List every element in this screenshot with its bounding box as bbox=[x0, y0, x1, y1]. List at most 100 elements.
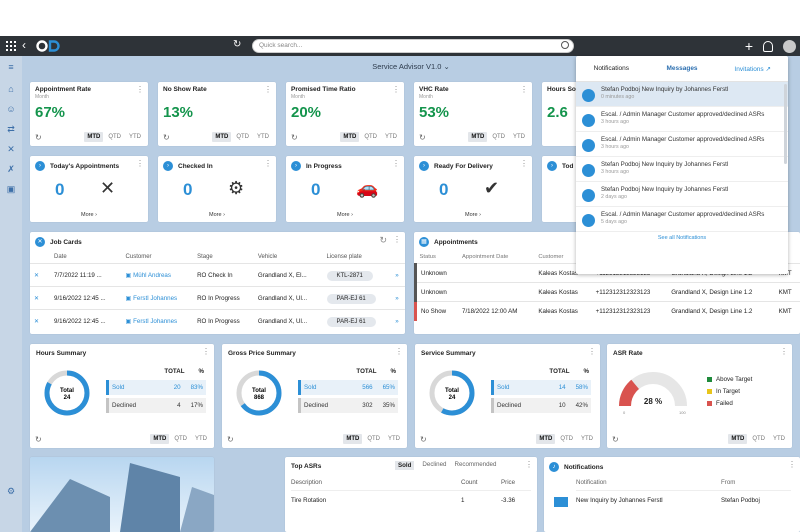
qtd-button[interactable]: QTD bbox=[236, 134, 249, 140]
see-all-notifications-link[interactable]: See all Notifications bbox=[657, 235, 707, 241]
col-header[interactable]: Date bbox=[54, 254, 67, 260]
table-row[interactable]: ✕ 7/7/2022 11:19 ... ▣ Mühl Andreas RO C… bbox=[30, 263, 405, 287]
refresh-icon[interactable]: ↻ bbox=[35, 435, 42, 444]
kebab-menu-icon[interactable]: ⋮ bbox=[264, 85, 272, 94]
kebab-menu-icon[interactable]: ⋮ bbox=[393, 235, 401, 244]
table-row[interactable]: ✕ 9/16/2022 12:45 ... ▣ Ferstl Johannes … bbox=[30, 309, 405, 333]
col-header[interactable]: Notification bbox=[576, 479, 607, 486]
transfer-icon[interactable]: ⇄ bbox=[7, 124, 15, 134]
bell-icon[interactable] bbox=[763, 40, 773, 52]
qtd-button[interactable]: QTD bbox=[174, 436, 187, 442]
ytd-button[interactable]: YTD bbox=[385, 134, 397, 140]
chevron-right-icon[interactable]: » bbox=[391, 263, 405, 287]
kebab-menu-icon[interactable]: ⋮ bbox=[395, 347, 403, 356]
tab-sold[interactable]: Sold bbox=[395, 461, 415, 470]
table-row[interactable]: New Inquiry by Johannes Ferstl Stefan Po… bbox=[554, 497, 791, 507]
sold-row[interactable]: Sold 14 58% bbox=[491, 380, 591, 395]
sold-row[interactable]: Sold 20 83% bbox=[106, 380, 206, 395]
col-header[interactable]: Vehicle bbox=[257, 254, 278, 260]
chevron-right-icon[interactable]: » bbox=[391, 309, 405, 333]
more-link[interactable]: More › bbox=[209, 212, 225, 218]
declined-row[interactable]: Declined 4 17% bbox=[106, 398, 206, 413]
customer-link[interactable]: ▣ Ferstl Johannes bbox=[121, 309, 194, 333]
kebab-menu-icon[interactable]: ⋮ bbox=[392, 159, 400, 168]
col-header[interactable]: Customer bbox=[125, 254, 152, 260]
customer-link[interactable]: ▣ Ferstl Johannes bbox=[121, 286, 194, 310]
refresh-icon[interactable]: ↻ bbox=[35, 133, 42, 142]
mtd-button[interactable]: MTD bbox=[468, 132, 488, 142]
notification-item[interactable]: Escal. / Admin Manager Customer approved… bbox=[576, 132, 788, 157]
status-card[interactable]: › In Progress ⋮ 0 🚗 More › bbox=[286, 156, 404, 222]
customer-link[interactable]: ▣ Mühl Andreas bbox=[121, 263, 194, 287]
mtd-button[interactable]: MTD bbox=[343, 434, 363, 444]
col-header[interactable]: Count bbox=[461, 479, 478, 486]
kebab-menu-icon[interactable]: ⋮ bbox=[392, 85, 400, 94]
table-row[interactable]: ✕ 9/16/2022 12:45 ... ▣ Ferstl Johannes … bbox=[30, 286, 405, 310]
view-selector[interactable]: Service Advisor V1.0 ⌄ bbox=[22, 56, 800, 78]
status-card[interactable]: › Ready For Delivery ⋮ 0 ✔ More › bbox=[414, 156, 532, 222]
status-card[interactable]: › Today's Appointments ⋮ 0 ✕ More › bbox=[30, 156, 148, 222]
col-header[interactable]: License plate bbox=[326, 254, 362, 260]
refresh-icon[interactable]: ↻ bbox=[420, 435, 427, 444]
add-icon[interactable]: + bbox=[744, 38, 753, 54]
col-header[interactable]: Customer bbox=[538, 254, 564, 260]
kebab-menu-icon[interactable]: ⋮ bbox=[588, 347, 596, 356]
ytd-button[interactable]: YTD bbox=[388, 436, 400, 442]
refresh-icon[interactable]: ↻ bbox=[291, 133, 298, 142]
tools-icon[interactable]: ✕ bbox=[7, 144, 15, 154]
ytd-button[interactable]: YTD bbox=[773, 436, 785, 442]
kebab-menu-icon[interactable]: ⋮ bbox=[525, 460, 533, 469]
table-row[interactable]: No Show 7/18/2022 12:00 AM Kaleas Kostas… bbox=[414, 301, 800, 321]
kebab-menu-icon[interactable]: ⋮ bbox=[520, 85, 528, 94]
ytd-button[interactable]: YTD bbox=[195, 436, 207, 442]
col-header[interactable]: Status bbox=[419, 254, 436, 260]
notification-item[interactable]: Escal. / Admin Manager Customer approved… bbox=[576, 107, 788, 132]
ytd-button[interactable]: YTD bbox=[581, 436, 593, 442]
declined-row[interactable]: Declined 302 35% bbox=[298, 398, 398, 413]
mtd-button[interactable]: MTD bbox=[84, 132, 104, 142]
apps-grid-icon[interactable] bbox=[6, 41, 16, 51]
car-icon[interactable]: ▣ bbox=[6, 184, 16, 194]
mtd-button[interactable]: MTD bbox=[340, 132, 360, 142]
notification-item[interactable]: Stefan Podboj New Inquiry by Johannes Fe… bbox=[576, 82, 788, 107]
more-link[interactable]: More › bbox=[337, 212, 353, 218]
search-icon[interactable] bbox=[561, 41, 569, 49]
qtd-button[interactable]: QTD bbox=[367, 436, 380, 442]
refresh-icon[interactable]: ↻ bbox=[233, 39, 242, 50]
home-icon[interactable]: ⌂ bbox=[8, 84, 14, 94]
col-header[interactable]: Stage bbox=[197, 254, 213, 260]
kebab-menu-icon[interactable]: ⋮ bbox=[520, 159, 528, 168]
notification-item[interactable]: Stefan Podboj New Inquiry by Johannes Fe… bbox=[576, 182, 788, 207]
avatar[interactable] bbox=[783, 39, 796, 53]
ytd-button[interactable]: YTD bbox=[129, 134, 141, 140]
kebab-menu-icon[interactable]: ⋮ bbox=[136, 159, 144, 168]
refresh-icon[interactable]: ↻ bbox=[379, 235, 387, 245]
tab-declined[interactable]: Declined bbox=[422, 461, 447, 468]
kebab-menu-icon[interactable]: ⋮ bbox=[264, 159, 272, 168]
mtd-button[interactable]: MTD bbox=[536, 434, 556, 444]
refresh-icon[interactable]: ↻ bbox=[612, 435, 619, 444]
more-link[interactable]: More › bbox=[465, 212, 481, 218]
col-header[interactable]: Appointment Date bbox=[462, 254, 509, 260]
settings-icon[interactable]: ⚙ bbox=[6, 486, 16, 496]
refresh-icon[interactable]: ↻ bbox=[227, 435, 234, 444]
kebab-menu-icon[interactable]: ⋮ bbox=[788, 460, 796, 469]
menu-icon[interactable]: ≡ bbox=[8, 62, 14, 72]
mtd-button[interactable]: MTD bbox=[728, 434, 748, 444]
tab-notifications[interactable]: Notifications bbox=[593, 65, 630, 72]
table-row[interactable]: Unknown Kaleas Kostas +112312312323123 G… bbox=[414, 282, 800, 302]
kebab-menu-icon[interactable]: ⋮ bbox=[780, 347, 788, 356]
ytd-button[interactable]: YTD bbox=[513, 134, 525, 140]
declined-row[interactable]: Declined 10 42% bbox=[491, 398, 591, 413]
tab-invitations[interactable]: Invitations ↗ bbox=[734, 65, 771, 73]
status-card[interactable]: › Checked In ⋮ 0 ⚙ More › bbox=[158, 156, 276, 222]
qtd-button[interactable]: QTD bbox=[492, 134, 505, 140]
ytd-button[interactable]: YTD bbox=[257, 134, 269, 140]
col-header[interactable]: Price bbox=[501, 479, 516, 486]
status-card[interactable]: › Tod bbox=[542, 156, 582, 222]
qtd-button[interactable]: QTD bbox=[752, 436, 765, 442]
sold-row[interactable]: Sold 566 65% bbox=[298, 380, 398, 395]
qtd-button[interactable]: QTD bbox=[108, 134, 121, 140]
qtd-button[interactable]: QTD bbox=[560, 436, 573, 442]
chevron-right-icon[interactable]: » bbox=[391, 286, 405, 310]
